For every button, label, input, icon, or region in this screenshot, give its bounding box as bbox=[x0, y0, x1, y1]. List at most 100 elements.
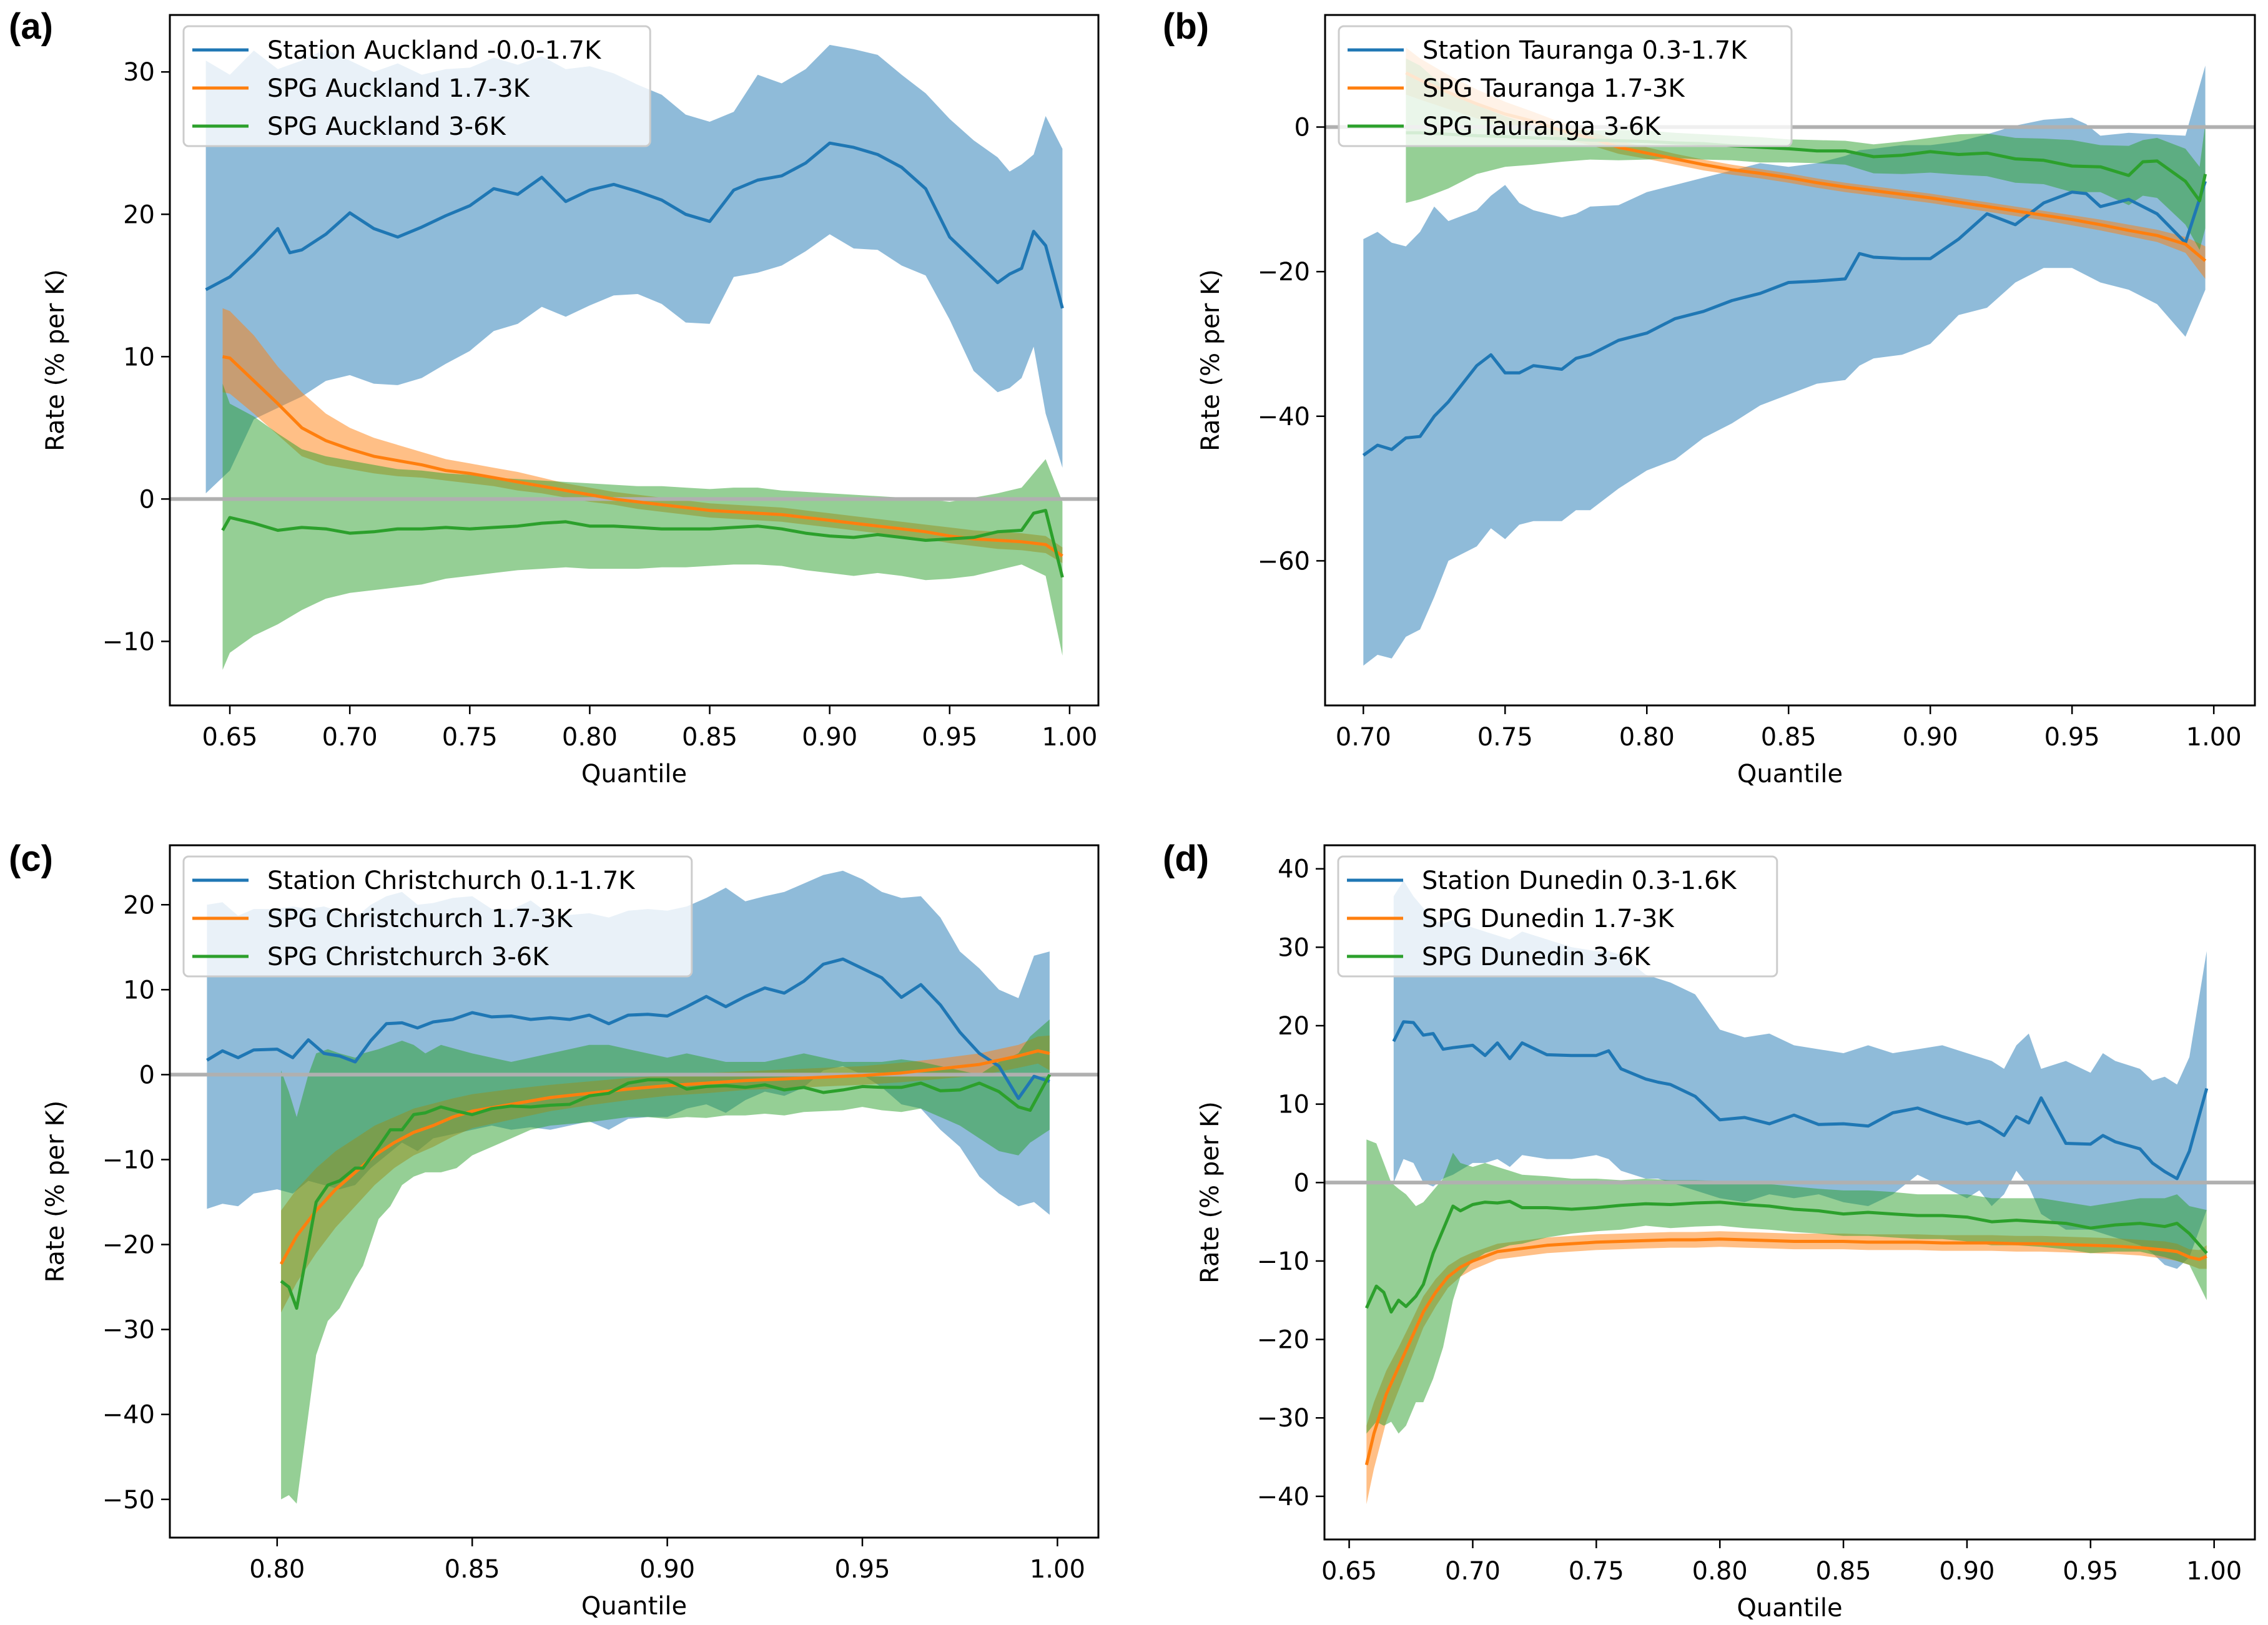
panel-a: (a) 0.65 0.70 0.75 0.80 0.85 0.90 0.95 1.00 −10 0 1… bbox=[9, 6, 1100, 788]
x-axis-label: Quantile bbox=[1737, 1594, 1842, 1623]
x-tick-label: 0.70 bbox=[1336, 723, 1391, 752]
y-tick-label: 0 bbox=[1294, 114, 1310, 142]
x-tick-label: 0.90 bbox=[802, 723, 857, 752]
series-line-spg_high bbox=[280, 1074, 1052, 1310]
x-tick-label: 0.80 bbox=[1619, 723, 1675, 752]
legend-item-station: Station Christchurch 0.1-1.7K bbox=[192, 867, 636, 895]
confidence-band-spg_high bbox=[1406, 58, 2206, 250]
y-tick-label: 20 bbox=[123, 891, 155, 920]
series-line-station bbox=[205, 141, 1064, 309]
series-line-station bbox=[206, 957, 1050, 1100]
series-line-spg_low bbox=[1364, 1237, 2207, 1466]
y-tick-label: −40 bbox=[1257, 1483, 1309, 1511]
x-axis-label: Quantile bbox=[581, 1592, 687, 1621]
axes-frame bbox=[1324, 14, 2256, 707]
legend-label: Station Auckland -0.0-1.7K bbox=[267, 36, 602, 65]
x-tick-label: 0.65 bbox=[1321, 1557, 1377, 1586]
legend-label: SPG Auckland 3-6K bbox=[267, 112, 507, 141]
x-tick-label: 0.70 bbox=[1445, 1557, 1501, 1586]
y-tick-label: −40 bbox=[102, 1401, 155, 1430]
x-tick-label: 0.75 bbox=[442, 723, 498, 752]
x-tick-label: 0.80 bbox=[249, 1555, 305, 1584]
x-tick-label: 1.00 bbox=[2186, 723, 2242, 752]
panel-label: (c) bbox=[9, 838, 53, 879]
legend-item-spg_low: SPG Dunedin 1.7-3K bbox=[1347, 905, 1675, 933]
x-tick-label: 0.80 bbox=[1692, 1557, 1748, 1586]
x-tick-label: 0.75 bbox=[1477, 723, 1533, 752]
series-line-station bbox=[1392, 1020, 2209, 1181]
axes-frame bbox=[1323, 844, 2256, 1541]
legend-item-spg_low: SPG Auckland 1.7-3K bbox=[192, 74, 531, 103]
y-tick-label: −10 bbox=[102, 1146, 155, 1174]
y-axis-label: Rate (% per K) bbox=[41, 1101, 70, 1283]
legend-label: Station Dunedin 0.3-1.6K bbox=[1422, 867, 1737, 895]
x-tick-label: 0.85 bbox=[1761, 723, 1817, 752]
y-tick-label: −20 bbox=[102, 1231, 155, 1260]
y-tick-label: 0 bbox=[1294, 1169, 1309, 1197]
x-tick-label: 0.85 bbox=[445, 1555, 500, 1584]
plot-area bbox=[1324, 880, 2255, 1505]
x-axis-label: Quantile bbox=[581, 760, 687, 788]
y-tick-label: −30 bbox=[102, 1316, 155, 1345]
x-tick-label: 1.00 bbox=[1030, 1555, 1085, 1584]
x-tick-label: 0.65 bbox=[202, 723, 258, 752]
confidence-band-station bbox=[205, 44, 1063, 494]
legend-item-spg_high: SPG Tauranga 3-6K bbox=[1348, 112, 1662, 141]
y-tick-label: 10 bbox=[123, 343, 155, 371]
x-tick-label: 0.90 bbox=[1939, 1557, 1994, 1586]
legend-label: SPG Christchurch 3-6K bbox=[267, 943, 550, 971]
panel-b: (b) 0.70 0.75 0.80 0.85 0.90 0.95 1.00 −60 −40 −20… bbox=[1163, 6, 2256, 788]
panel-label: (b) bbox=[1163, 6, 1209, 47]
legend-label: SPG Christchurch 1.7-3K bbox=[267, 905, 573, 933]
legend: Station Dunedin 0.3-1.6K SPG Dunedin 1.7-… bbox=[1337, 855, 1778, 978]
series-line-station bbox=[1362, 180, 2207, 457]
confidence-band-station bbox=[1393, 880, 2207, 1269]
legend-label: SPG Tauranga 3-6K bbox=[1422, 112, 1662, 141]
y-tick-label: −40 bbox=[1258, 403, 1310, 431]
panel-c: (c) 0.80 0.85 0.90 0.95 1.00 −50 −40 −30 −20 −10 0 1… bbox=[9, 838, 1100, 1621]
legend-item-station: Station Tauranga 0.3-1.7K bbox=[1348, 36, 1748, 65]
y-tick-label: 0 bbox=[139, 485, 155, 514]
x-tick-label: 0.90 bbox=[639, 1555, 695, 1584]
y-tick-label: 10 bbox=[1278, 1091, 1309, 1119]
legend-label: Station Christchurch 0.1-1.7K bbox=[267, 867, 636, 895]
plot-area bbox=[170, 44, 1098, 670]
y-tick-label: −50 bbox=[102, 1486, 155, 1515]
legend-label: SPG Tauranga 1.7-3K bbox=[1422, 74, 1685, 103]
y-tick-label: 30 bbox=[123, 58, 155, 87]
legend-label: SPG Dunedin 1.7-3K bbox=[1422, 905, 1675, 933]
y-tick-label: 20 bbox=[123, 200, 155, 229]
y-tick-label: 30 bbox=[1278, 933, 1309, 962]
legend-item-spg_high: SPG Dunedin 3-6K bbox=[1347, 943, 1651, 971]
legend-label: Station Tauranga 0.3-1.7K bbox=[1422, 36, 1748, 65]
series-line-spg_low bbox=[222, 355, 1063, 557]
confidence-band-spg_high bbox=[1366, 1139, 2207, 1434]
panel-d: (d) 0.65 0.70 0.75 0.80 0.85 0.90 0.95 1.00 −40 −3… bbox=[1163, 838, 2256, 1623]
y-axis-label: Rate (% per K) bbox=[1196, 269, 1225, 451]
legend-label: SPG Dunedin 3-6K bbox=[1422, 943, 1651, 971]
legend-box bbox=[182, 855, 693, 978]
legend-box bbox=[182, 25, 651, 147]
y-tick-label: −30 bbox=[1257, 1404, 1309, 1433]
x-tick-label: 0.95 bbox=[2063, 1557, 2118, 1586]
x-tick-label: 0.80 bbox=[562, 723, 618, 752]
legend-box bbox=[1338, 25, 1793, 147]
y-tick-label: −10 bbox=[102, 627, 155, 656]
confidence-band-spg_low bbox=[1366, 1231, 2207, 1505]
axes-frame bbox=[169, 844, 1100, 1539]
y-tick-label: 10 bbox=[123, 976, 155, 1004]
y-tick-label: −20 bbox=[1258, 258, 1310, 287]
axes-frame bbox=[169, 14, 1100, 707]
x-tick-label: 1.00 bbox=[2186, 1557, 2242, 1586]
x-tick-label: 0.75 bbox=[1569, 1557, 1624, 1586]
legend: Station Christchurch 0.1-1.7K SPG Christc… bbox=[182, 855, 693, 978]
y-tick-label: 20 bbox=[1278, 1012, 1309, 1041]
legend: Station Tauranga 0.3-1.7K SPG Tauranga 1.… bbox=[1338, 25, 1793, 147]
x-tick-label: 0.95 bbox=[922, 723, 977, 752]
x-tick-label: 0.70 bbox=[322, 723, 378, 752]
legend-item-spg_high: SPG Christchurch 3-6K bbox=[192, 943, 550, 971]
y-tick-label: −60 bbox=[1258, 547, 1310, 576]
legend-item-station: Station Auckland -0.0-1.7K bbox=[192, 36, 602, 65]
series-line-spg_high bbox=[221, 509, 1064, 578]
